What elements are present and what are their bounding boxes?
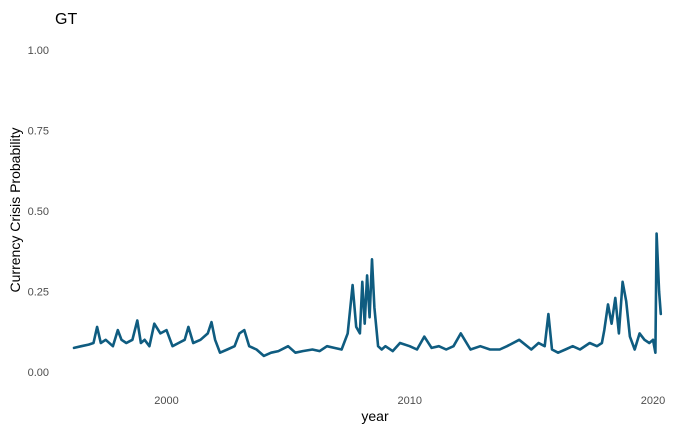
y-axis-ticks: 0.00 0.25 0.50 0.75 1.00 [28, 45, 49, 379]
y-tick-label: 0.25 [28, 287, 49, 299]
series-lines [72, 232, 663, 358]
y-tick-label: 0.50 [28, 206, 49, 218]
series-line-0 [72, 232, 663, 358]
x-tick-label: 2000 [154, 395, 178, 407]
y-tick-label: 0.00 [28, 367, 49, 379]
chart-title: GT [55, 11, 77, 28]
x-axis-ticks: 2000 2010 2020 [154, 395, 665, 407]
y-tick-label: 0.75 [28, 126, 49, 138]
x-tick-label: 2020 [641, 395, 665, 407]
y-axis-title: Currency Crisis Probability [7, 128, 23, 293]
y-tick-label: 1.00 [28, 45, 49, 57]
x-axis-title: year [361, 408, 389, 424]
x-tick-label: 2010 [397, 395, 421, 407]
